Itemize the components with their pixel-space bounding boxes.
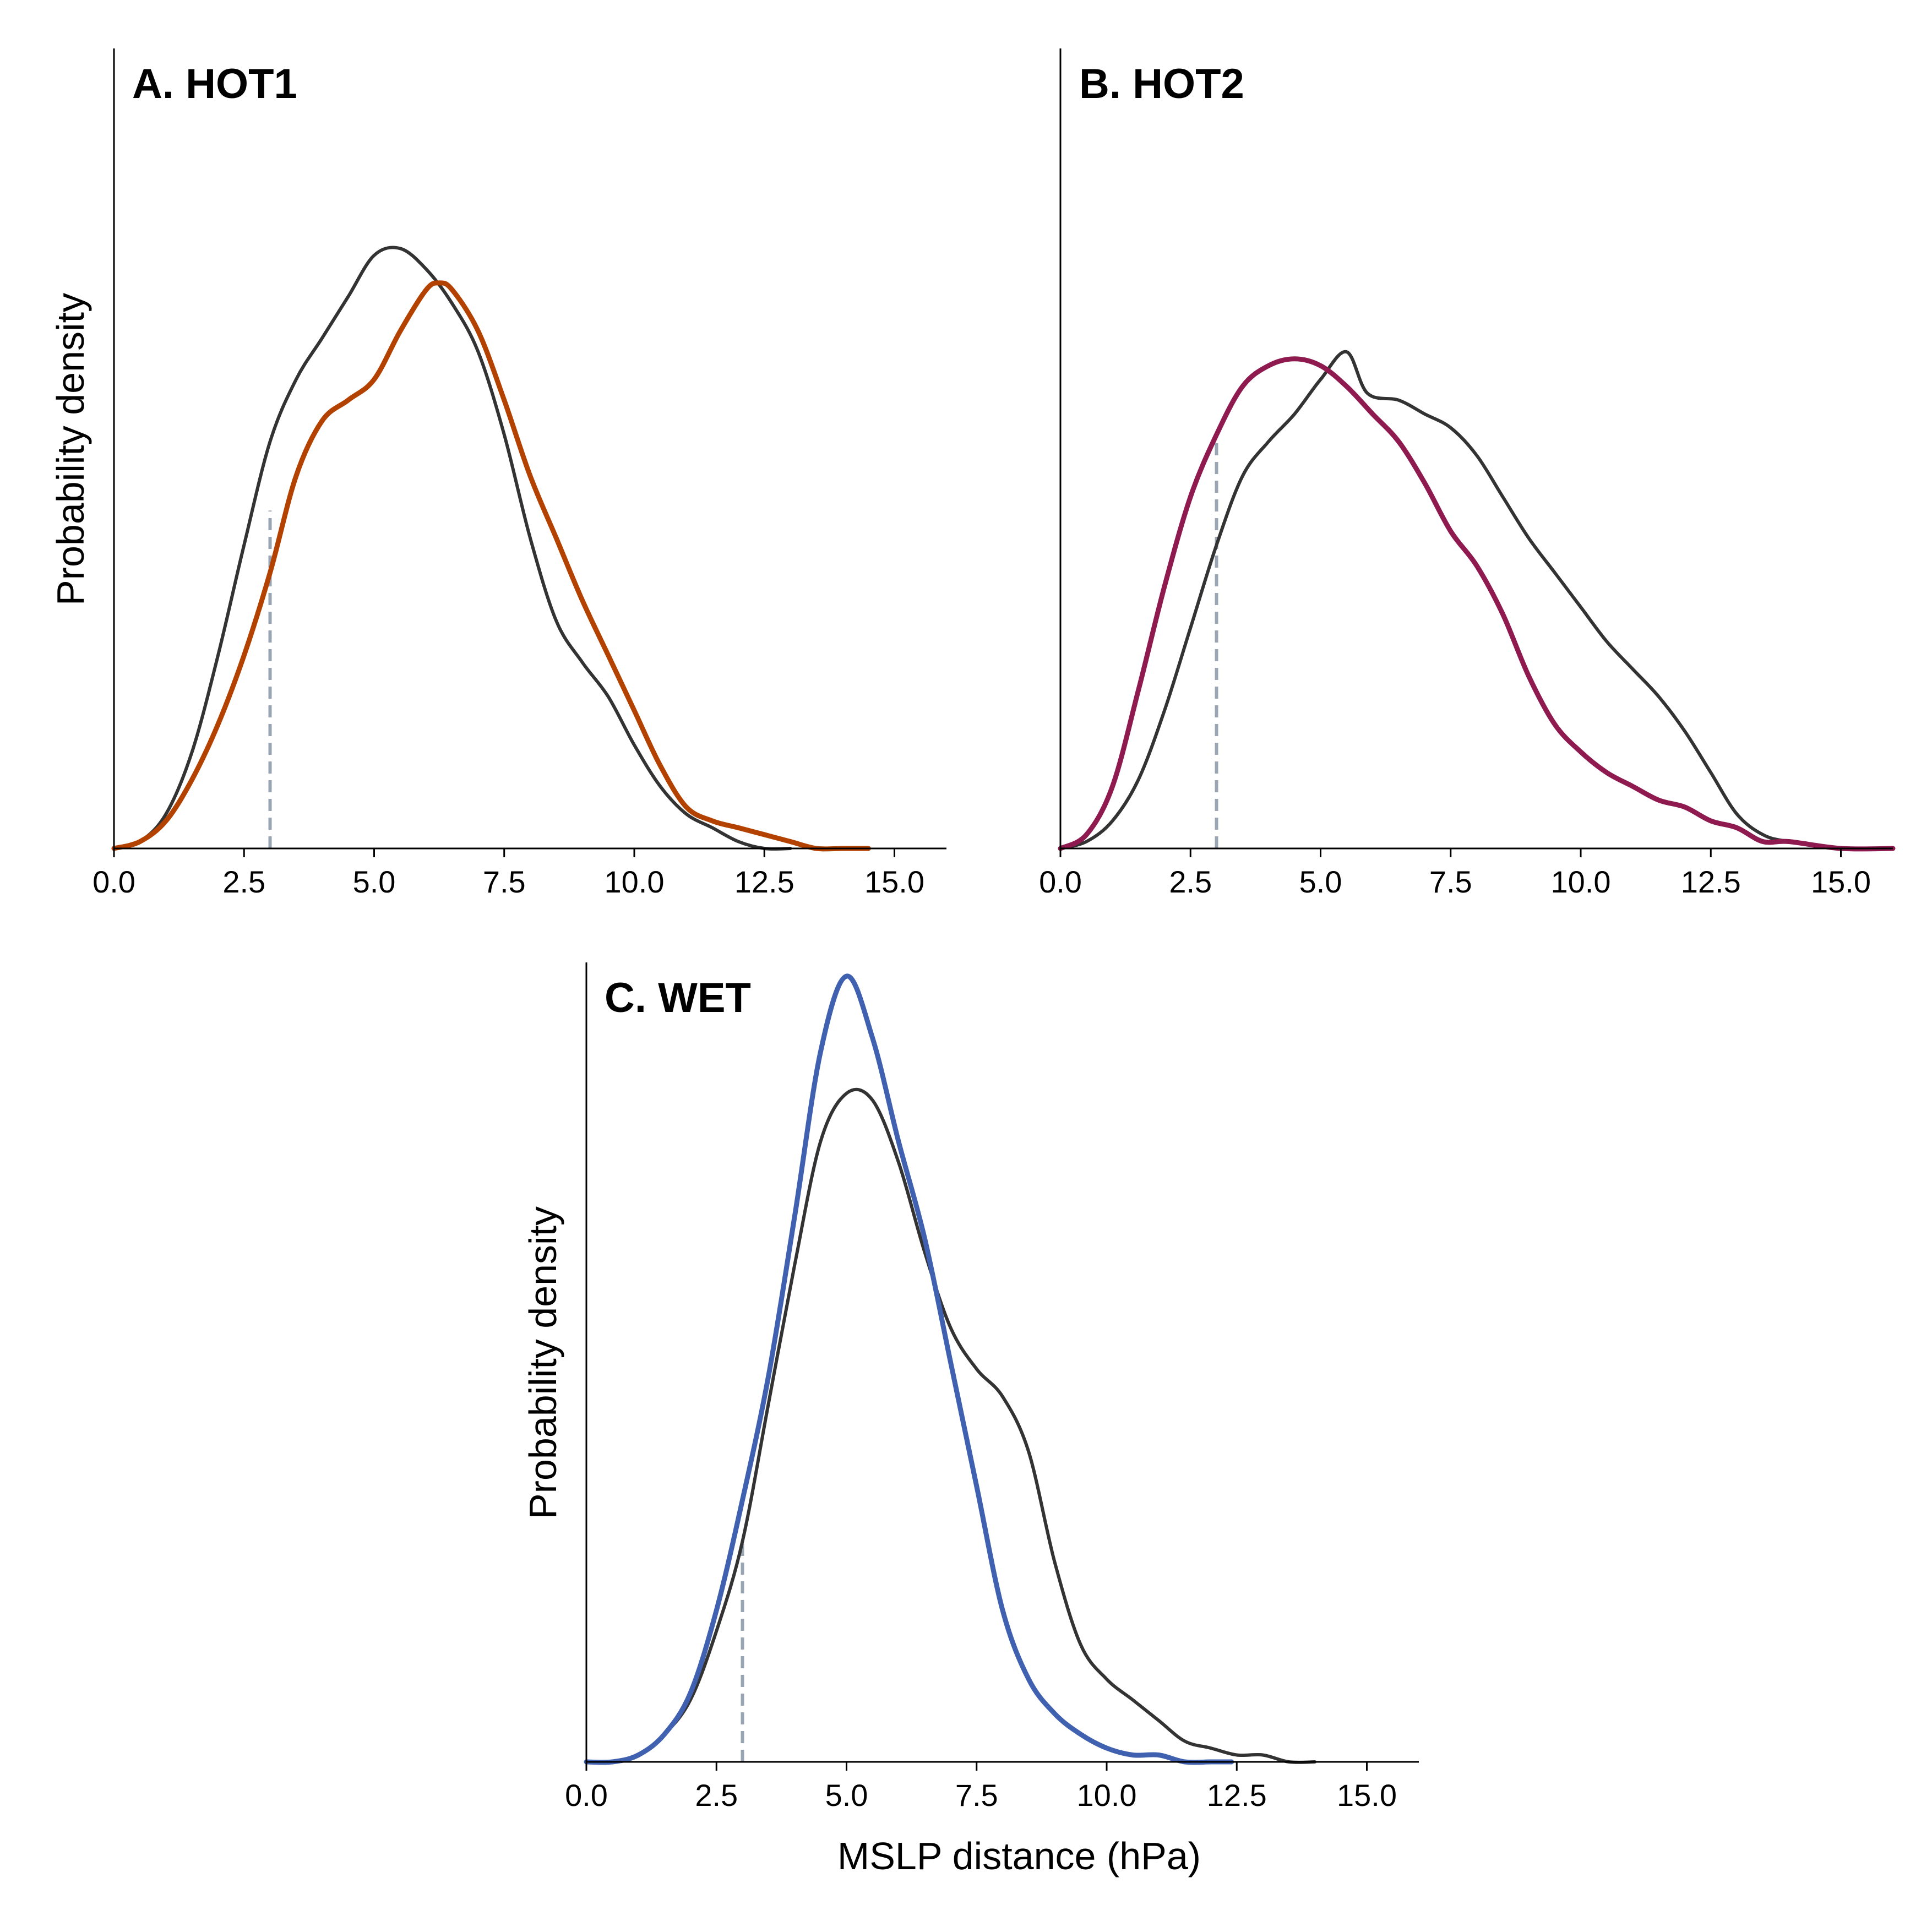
panel-c-wet: 0.0 2.5 5.0 7.5 10.0 12.5 15.0 C. WET Probabil… bbox=[521, 962, 1419, 1877]
x-tick-label: 0.0 bbox=[1039, 864, 1082, 899]
x-tick-label: 12.5 bbox=[734, 864, 794, 899]
x-tick-label: 2.5 bbox=[695, 1778, 738, 1813]
panel-title: C. WET bbox=[605, 975, 751, 1021]
wet-density-line bbox=[584, 973, 1234, 1765]
x-tick-label: 7.5 bbox=[955, 1778, 998, 1813]
x-tick-label: 5.0 bbox=[825, 1778, 868, 1813]
hot2-density-line bbox=[1058, 356, 1896, 852]
x-tick-label: 7.5 bbox=[483, 864, 526, 899]
x-tick-label: 10.0 bbox=[1077, 1778, 1137, 1813]
hot1-density-line bbox=[111, 280, 871, 852]
plot-area: 0.0 2.5 5.0 7.5 10.0 12.5 15.0 bbox=[92, 48, 946, 899]
reference-density-line bbox=[585, 1087, 1316, 1764]
x-tick-label: 12.5 bbox=[1207, 1778, 1267, 1813]
x-tick-label: 2.5 bbox=[1169, 864, 1212, 899]
y-axis-label: Probability density bbox=[49, 293, 92, 606]
x-tick-label: 15.0 bbox=[1337, 1778, 1397, 1813]
x-axis-label: MSLP distance (hPa) bbox=[837, 1835, 1201, 1877]
panel-b-hot2: 0.0 2.5 5.0 7.5 10.0 12.5 15.0 B. HOT2 bbox=[1039, 48, 1896, 899]
plot-area: 0.0 2.5 5.0 7.5 10.0 12.5 15.0 bbox=[1039, 48, 1896, 899]
x-tick-label: 10.0 bbox=[1551, 864, 1611, 899]
x-tick-label: 15.0 bbox=[864, 864, 924, 899]
reference-density-line bbox=[112, 246, 792, 851]
reference-density-line bbox=[1059, 350, 1895, 851]
x-tick-label: 0.0 bbox=[565, 1778, 608, 1813]
x-tick-label: 15.0 bbox=[1811, 864, 1871, 899]
panel-a-hot1: 0.0 2.5 5.0 7.5 10.0 12.5 15.0 A. HOT1 Probabi… bbox=[49, 48, 946, 899]
x-tick-label: 7.5 bbox=[1429, 864, 1472, 899]
x-tick-label: 5.0 bbox=[353, 864, 396, 899]
plot-area: 0.0 2.5 5.0 7.5 10.0 12.5 15.0 bbox=[565, 962, 1419, 1813]
x-tick-label: 0.0 bbox=[92, 864, 135, 899]
panel-title: A. HOT1 bbox=[132, 61, 297, 107]
panel-title: B. HOT2 bbox=[1079, 61, 1244, 107]
x-tick-label: 2.5 bbox=[222, 864, 265, 899]
x-tick-label: 10.0 bbox=[605, 864, 665, 899]
x-tick-label: 5.0 bbox=[1299, 864, 1342, 899]
y-axis-label: Probability density bbox=[521, 1206, 564, 1519]
x-tick-label: 12.5 bbox=[1681, 864, 1741, 899]
